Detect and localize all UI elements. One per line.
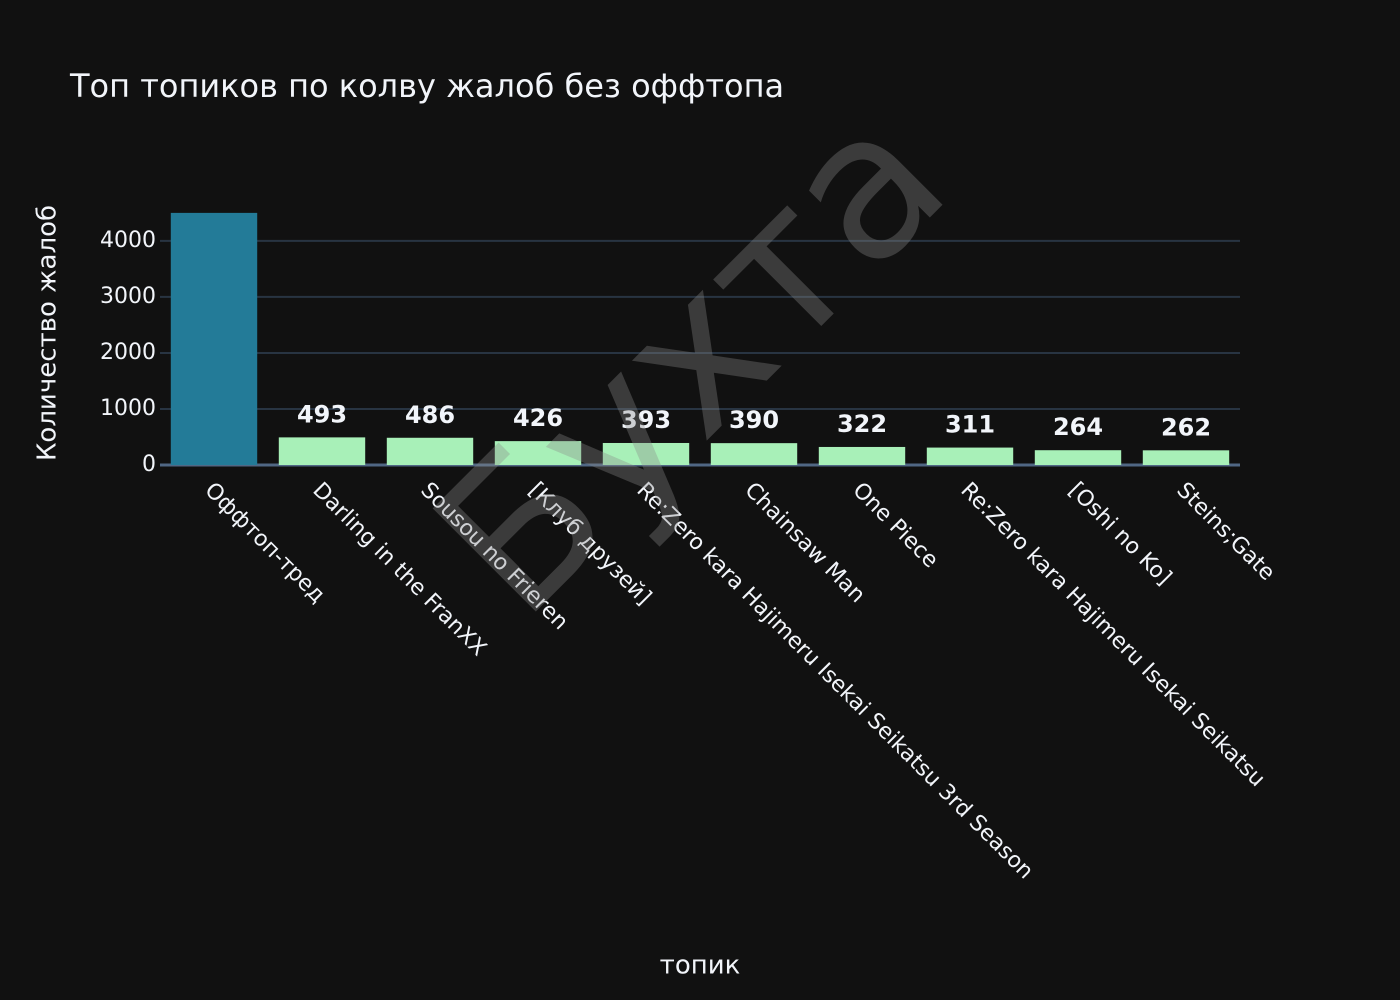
bar — [926, 447, 1014, 465]
chart-title: Топ топиков по колву жалоб без оффтопа — [69, 67, 784, 105]
data-label: 4500 — [181, 176, 248, 204]
bar — [1142, 450, 1230, 465]
bar — [386, 437, 474, 465]
data-label: 322 — [837, 410, 887, 438]
x-axis-title: топик — [660, 951, 741, 981]
data-label: 493 — [297, 400, 347, 428]
bar — [1034, 450, 1122, 465]
y-tick-label: 1000 — [100, 396, 156, 421]
data-label: 486 — [405, 401, 455, 429]
data-label: 311 — [945, 411, 995, 439]
bar — [710, 443, 798, 465]
bar — [494, 441, 582, 465]
data-label: 262 — [1161, 413, 1211, 441]
data-label: 426 — [513, 404, 563, 432]
y-axis-title: Количество жалоб — [33, 205, 63, 461]
bar — [170, 212, 258, 465]
y-tick-label: 0 — [142, 452, 156, 477]
y-tick-label: 3000 — [100, 284, 156, 309]
bar — [278, 437, 366, 465]
bar — [602, 442, 690, 465]
data-label: 264 — [1053, 413, 1103, 441]
bar — [818, 446, 906, 465]
data-label: 393 — [621, 406, 671, 434]
data-label: 390 — [729, 406, 779, 434]
y-tick-label: 2000 — [100, 340, 156, 365]
y-tick-label: 4000 — [100, 228, 156, 253]
plot-area: 4500 493 486 426 393 390 322 311 264 262 — [170, 176, 1230, 465]
